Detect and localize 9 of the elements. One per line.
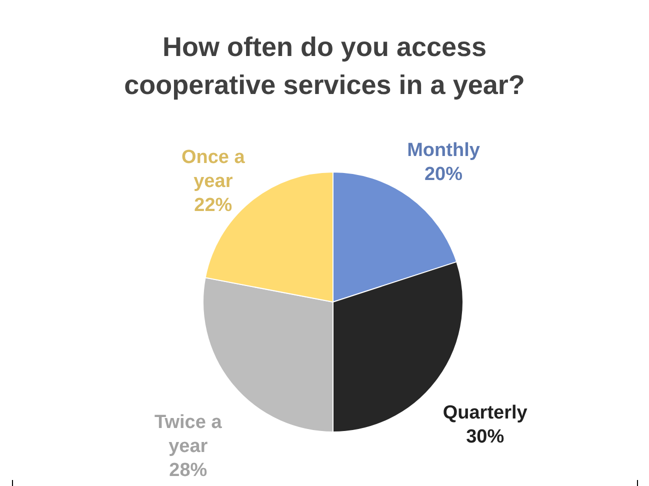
slice-label: Once a year xyxy=(181,147,246,192)
data-label: 20% xyxy=(424,164,463,185)
slice-label: Twice a year xyxy=(154,412,222,457)
data-label: 30% xyxy=(466,426,504,448)
slice-label: Quarterly xyxy=(442,402,528,424)
chart-title: How often do you access cooperative services in a year? xyxy=(124,32,525,100)
slice-label: Monthly xyxy=(407,140,480,161)
data-label: 22% xyxy=(194,195,232,216)
data-label: 28% xyxy=(169,460,208,481)
